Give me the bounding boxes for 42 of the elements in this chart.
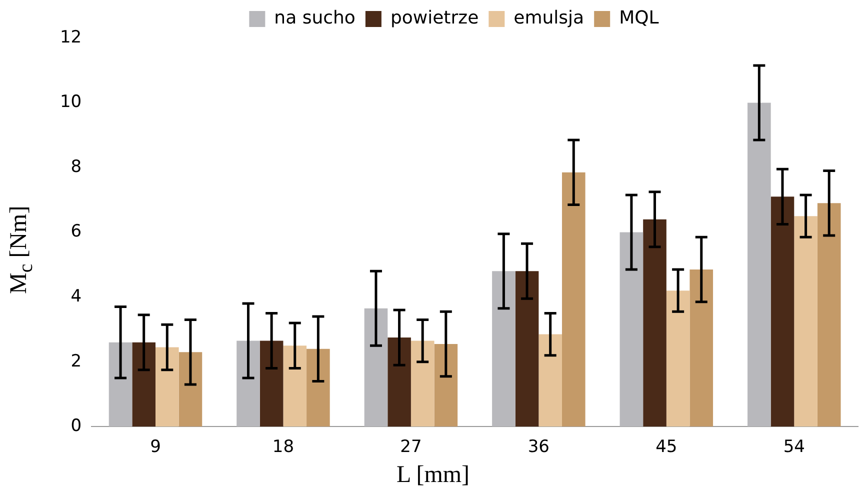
x-tick-label: 27 — [400, 437, 422, 458]
bar — [260, 340, 284, 427]
y-tick-label: 12 — [60, 27, 82, 48]
legend-label: powietrze — [390, 8, 479, 29]
bar — [794, 216, 818, 427]
bar — [364, 308, 388, 427]
y-tick-label: 10 — [60, 92, 82, 112]
bar — [817, 203, 841, 427]
bar — [492, 271, 516, 427]
bar — [236, 340, 260, 427]
bar — [388, 338, 411, 427]
y-tick-label: 0 — [70, 416, 82, 436]
bar — [283, 346, 307, 427]
x-tick-label: 45 — [656, 437, 678, 458]
bar — [410, 340, 434, 427]
y-tick-label: 8 — [70, 156, 82, 177]
bar — [666, 290, 690, 427]
bar — [155, 347, 179, 427]
x-tick-label: 36 — [528, 437, 550, 458]
legend-label: MQL — [619, 8, 659, 29]
bar — [515, 271, 539, 427]
bar — [108, 342, 132, 427]
bar — [132, 342, 156, 427]
y-tick-label: 4 — [70, 286, 82, 306]
x-axis-title: L [mm] — [395, 462, 471, 489]
x-tick-label: 9 — [150, 437, 161, 458]
bar — [434, 344, 458, 427]
bar — [306, 348, 330, 427]
bar — [690, 270, 714, 427]
x-tick-label: 18 — [272, 437, 294, 458]
bar — [562, 172, 586, 427]
bar — [620, 232, 644, 427]
legend-label: emulsja — [514, 8, 584, 29]
legend-label: na sucho — [274, 8, 356, 29]
bar — [770, 196, 794, 427]
x-tick-label: 54 — [783, 437, 805, 458]
bar — [538, 334, 562, 427]
y-tick-label: 6 — [70, 222, 82, 242]
bar — [643, 219, 666, 427]
bar — [748, 102, 771, 427]
y-tick-label: 2 — [70, 351, 82, 372]
bar — [178, 352, 202, 427]
